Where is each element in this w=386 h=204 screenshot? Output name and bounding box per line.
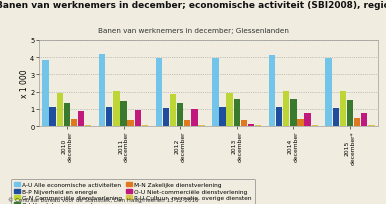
Text: © Centraal Bureau voor de Statistiek, Den Haag/Heerlen 13-12-2016: © Centraal Bureau voor de Statistiek, De…	[8, 196, 198, 202]
Bar	[106, 108, 112, 126]
Bar	[42, 61, 49, 126]
Y-axis label: x 1 000: x 1 000	[20, 69, 29, 98]
Bar	[354, 119, 360, 126]
Text: Banen van werknemers in december; economische activiteit (SBI2008), regio: Banen van werknemers in december; econom…	[0, 1, 386, 10]
Bar	[191, 109, 198, 126]
Bar	[297, 119, 304, 126]
Text: Banen van werknemers in december; Giessenlanden: Banen van werknemers in december; Giesse…	[98, 28, 288, 33]
Bar	[78, 111, 85, 126]
Bar	[332, 109, 339, 126]
Bar	[64, 103, 70, 126]
Bar	[361, 114, 367, 126]
Bar	[276, 108, 282, 126]
Bar	[113, 91, 120, 126]
Bar	[290, 100, 296, 126]
Bar	[71, 120, 77, 126]
Bar	[325, 59, 332, 126]
Bar	[177, 103, 183, 126]
Bar	[49, 108, 56, 126]
Bar	[340, 91, 346, 126]
Bar	[57, 93, 63, 126]
Bar	[234, 100, 240, 126]
Bar	[120, 102, 127, 126]
Bar	[283, 91, 290, 126]
Bar	[184, 121, 190, 126]
Bar	[240, 120, 247, 126]
Bar	[170, 95, 176, 126]
Bar	[99, 54, 105, 126]
Bar	[156, 59, 162, 126]
Bar	[248, 125, 254, 126]
Bar	[219, 108, 226, 126]
Bar	[227, 93, 233, 126]
Bar	[212, 59, 218, 126]
Bar	[163, 109, 169, 126]
Bar	[269, 56, 275, 126]
Bar	[135, 110, 141, 126]
Bar	[127, 120, 134, 126]
Legend: A-U Alle economische activiteiten, B-P Nijverheid en energie, G-N Commerciële di: A-U Alle economische activiteiten, B-P N…	[11, 179, 255, 204]
Bar	[305, 114, 311, 126]
Bar	[347, 101, 353, 126]
